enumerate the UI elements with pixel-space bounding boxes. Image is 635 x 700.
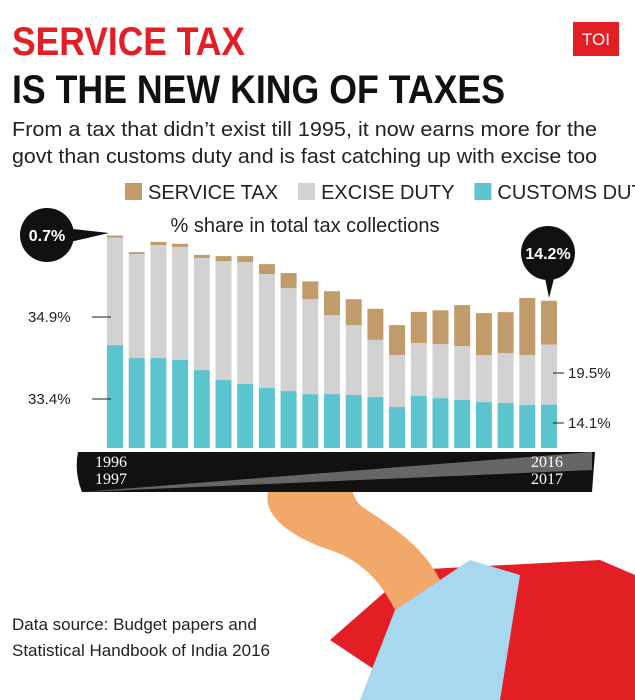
- bar-segment: [432, 310, 449, 345]
- bar-segment: [107, 235, 123, 238]
- bar-segment: [432, 398, 449, 448]
- legend-swatch: [474, 183, 492, 200]
- legend-label: CUSTOMS DUTY: [497, 182, 635, 204]
- bar-segment: [497, 353, 514, 404]
- bar-segment: [172, 359, 189, 448]
- bar-segment: [258, 273, 275, 388]
- bar-segment: [345, 325, 362, 396]
- tray-shade: [82, 452, 592, 492]
- bar-segment: [454, 399, 471, 448]
- bar-segment: [215, 261, 232, 380]
- bar-segment: [519, 404, 536, 448]
- bar-segment: [215, 379, 232, 448]
- bar-segment: [172, 243, 189, 247]
- bar-segment: [475, 313, 492, 355]
- bar-segment: [302, 281, 319, 300]
- subtitle-line-1: From a tax that didn’t exist till 1995, …: [12, 119, 597, 141]
- bar-segment: [475, 354, 492, 403]
- bar-segment: [454, 346, 471, 400]
- value-label: 33.4%: [28, 391, 71, 408]
- bar-segment: [215, 256, 232, 262]
- bar-segment: [497, 312, 514, 354]
- title-line-1: SERVICE TAX: [12, 20, 245, 64]
- bar-segment: [541, 404, 557, 448]
- bar-segment: [367, 339, 384, 397]
- bar-segment: [193, 370, 210, 448]
- value-label: 0.7%: [29, 228, 65, 245]
- bar-segment: [150, 241, 167, 246]
- chart-subtitle: % share in total tax collections: [170, 215, 439, 237]
- value-label: 34.9%: [28, 309, 71, 326]
- bar-segment: [258, 387, 275, 448]
- callout-bubble: [20, 208, 74, 262]
- cuff: [360, 560, 520, 700]
- value-label: 14.2%: [525, 246, 570, 263]
- legend-label: SERVICE TAX: [148, 182, 278, 204]
- logo-box: [573, 22, 619, 56]
- bar-segment: [410, 311, 427, 343]
- bar-segment: [237, 261, 254, 384]
- bar-segment: [432, 344, 449, 399]
- bar-segment: [237, 256, 254, 262]
- x-tick-label: 1996 1997: [95, 454, 127, 488]
- bar-segment: [497, 403, 514, 448]
- bar-segment: [475, 402, 492, 448]
- bar-segment: [410, 342, 427, 396]
- bar-segment: [150, 358, 167, 448]
- bar-segment: [172, 246, 189, 360]
- bar-segment: [128, 252, 145, 254]
- bar-segment: [541, 344, 557, 405]
- bar-segment: [107, 237, 123, 346]
- bar-segment: [410, 395, 427, 448]
- bar-segment: [324, 394, 340, 448]
- bar-segment: [280, 391, 297, 448]
- bar-segment: [519, 298, 536, 355]
- bar-segment: [107, 345, 123, 448]
- logo: TOI: [582, 30, 610, 49]
- bar-segment: [367, 396, 384, 448]
- bar-segment: [389, 325, 406, 355]
- bar-segment: [345, 395, 362, 448]
- subtitle-line-2: govt than customs duty and is fast catch…: [12, 146, 597, 168]
- hand: [267, 470, 440, 610]
- bar-segment: [302, 394, 319, 448]
- value-label: 14.1%: [568, 415, 611, 432]
- bar-segment: [193, 257, 210, 371]
- bar-segment: [193, 254, 210, 258]
- bar-segment: [280, 273, 297, 289]
- legend-swatch: [125, 183, 142, 200]
- bar-segment: [128, 358, 145, 448]
- value-label: 19.5%: [568, 365, 611, 382]
- bar-segment: [367, 308, 384, 340]
- bar-segment: [454, 305, 471, 347]
- bar-segment: [237, 383, 254, 448]
- bar-segment: [541, 300, 557, 345]
- bar-segment: [150, 245, 167, 359]
- bar-segment: [324, 291, 340, 316]
- bar-segment: [519, 354, 536, 405]
- bar-segment: [389, 407, 406, 448]
- x-tick-label: 2016 2017: [531, 454, 563, 488]
- callout-bubble: [521, 226, 575, 280]
- bar-segment: [258, 264, 275, 274]
- source-line-1: Data source: Budget papers and: [12, 615, 257, 634]
- bar-segment: [280, 288, 297, 392]
- source-line-2: Statistical Handbook of India 2016: [12, 641, 270, 660]
- legend-label: EXCISE DUTY: [321, 182, 454, 204]
- bar-segment: [324, 315, 340, 395]
- bar-segment: [302, 299, 319, 395]
- bar-segment: [128, 253, 145, 359]
- bar-segment: [389, 354, 406, 408]
- bar-segment: [345, 299, 362, 326]
- legend-swatch: [298, 183, 316, 200]
- title-line-2: IS THE NEW KING OF TAXES: [12, 68, 505, 112]
